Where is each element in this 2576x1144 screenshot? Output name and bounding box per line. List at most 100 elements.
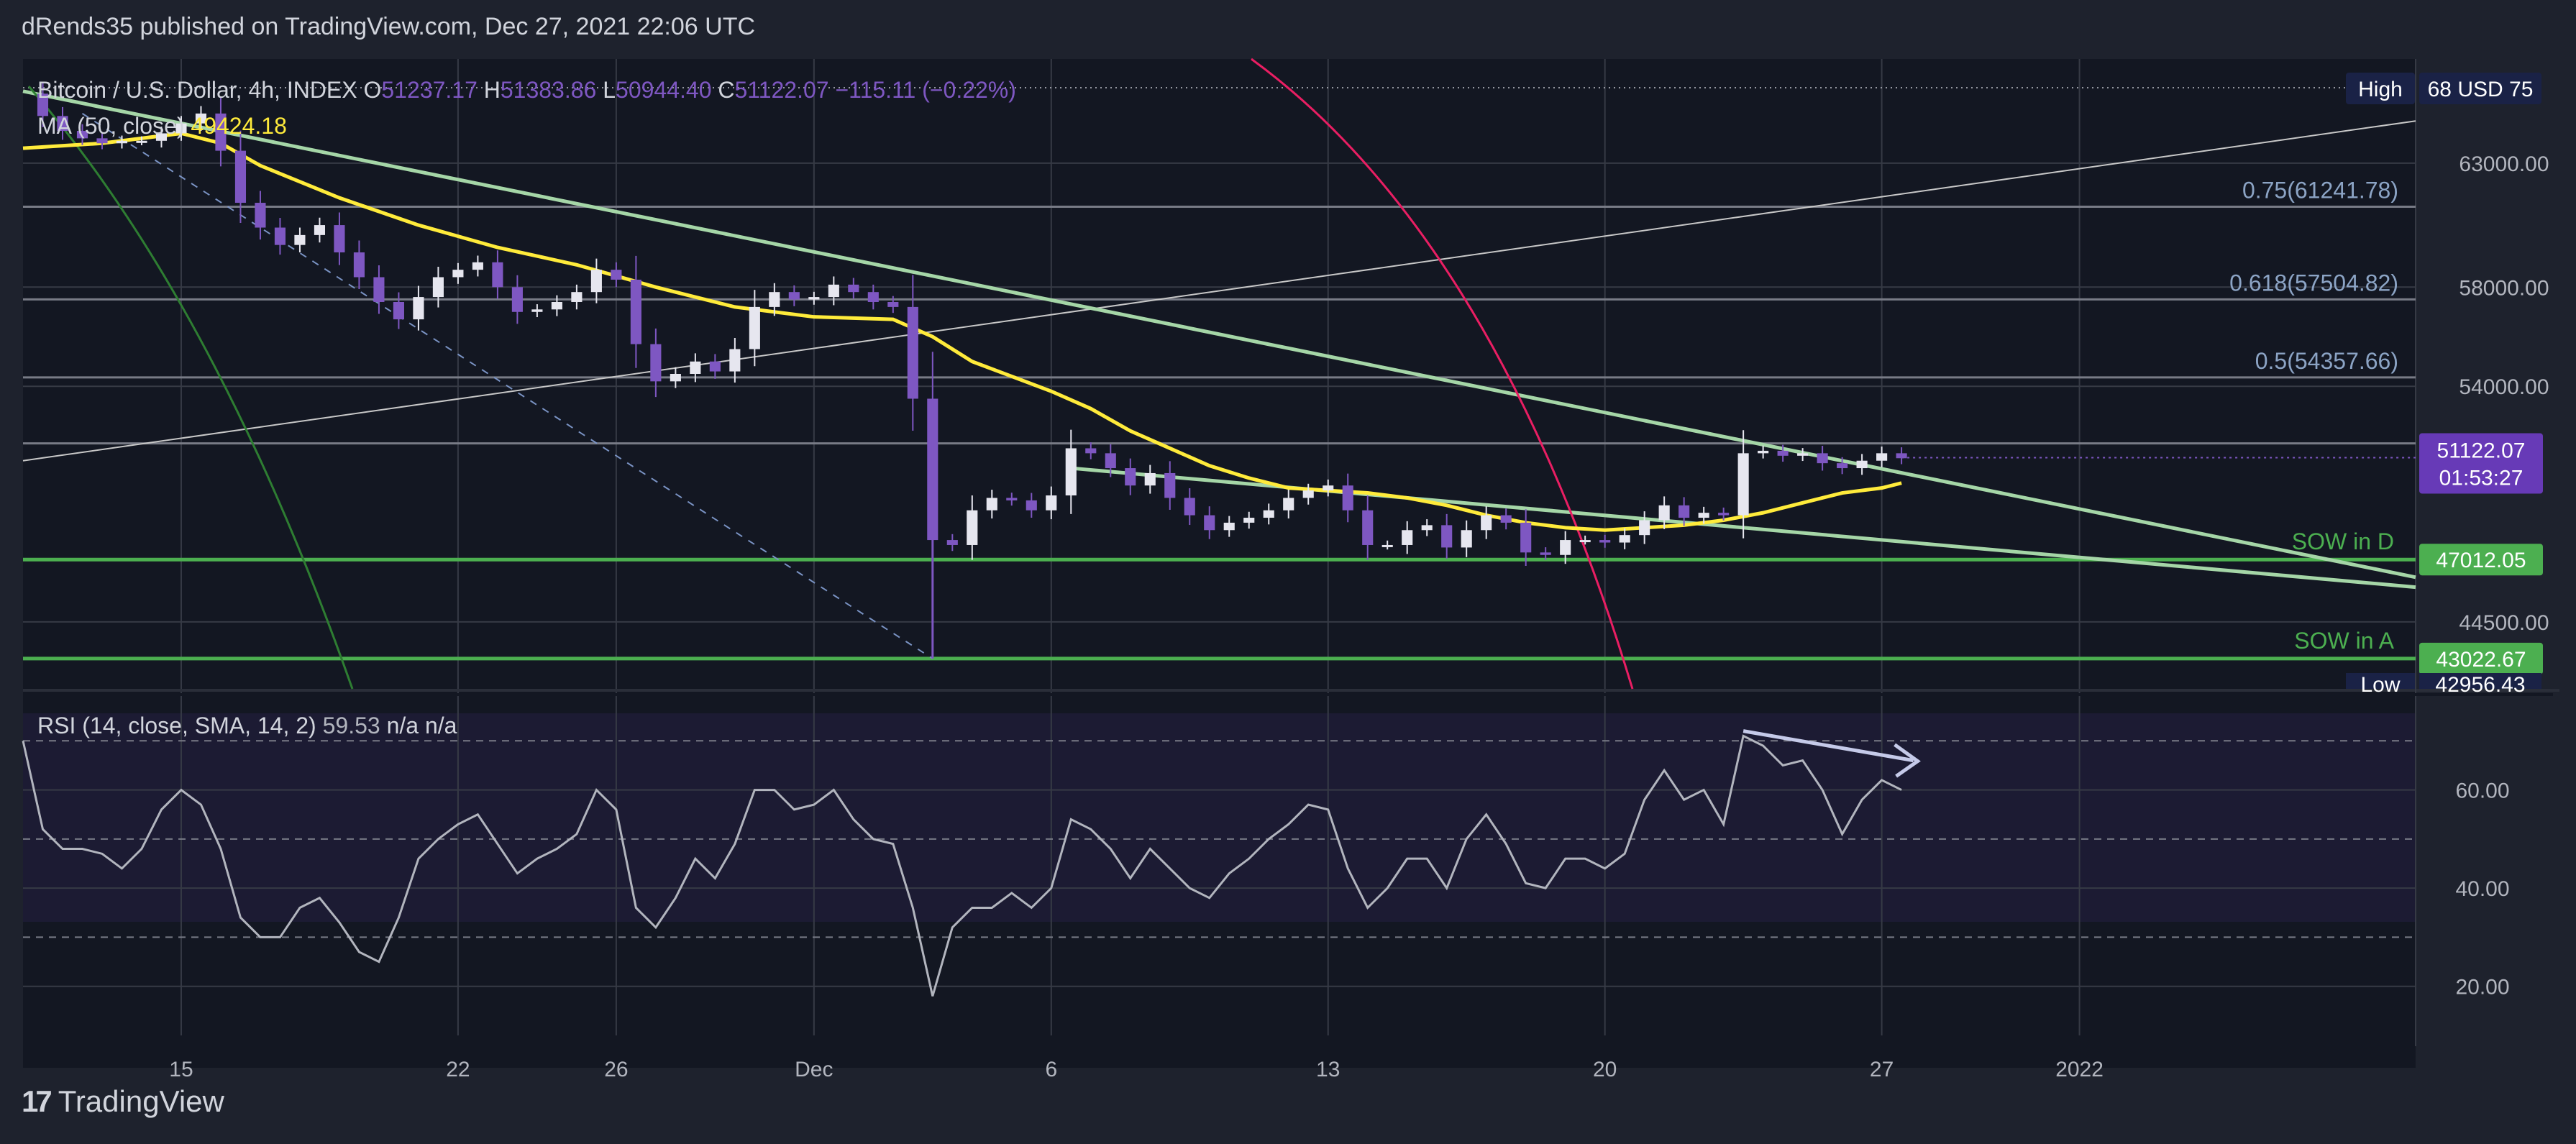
candle-body — [808, 297, 820, 300]
fib-level-label: 0.5(54357.66) — [2255, 348, 2398, 374]
candle-body — [1026, 500, 1037, 511]
divergence-arrow — [1743, 729, 1914, 763]
candle-body — [1006, 498, 1018, 500]
candle-body — [729, 349, 741, 372]
sow-level-label: SOW in D — [2292, 528, 2394, 554]
candle-body — [1046, 495, 1057, 511]
candle-body — [1876, 453, 1888, 461]
candle-body — [353, 252, 365, 278]
candle-body — [1302, 490, 1314, 498]
x-tick-label: 22 — [446, 1058, 470, 1081]
candle-body — [96, 138, 108, 144]
candle-body — [314, 225, 325, 235]
low-value-badge — [2419, 673, 2541, 689]
candle-body — [531, 309, 543, 312]
candle-body — [828, 284, 839, 298]
pink-arc — [1251, 58, 1634, 690]
ma-legend: MA (50, close) 49424.18 — [37, 113, 287, 139]
sow-price-badge-text: 47012.05 — [2436, 549, 2526, 572]
high-badge — [2346, 73, 2415, 104]
candle-body — [1441, 525, 1453, 548]
candle-body — [1283, 498, 1294, 511]
candle-body — [769, 292, 780, 307]
candle-body — [1500, 515, 1512, 523]
candle-body — [1658, 505, 1670, 521]
candle-body — [1223, 522, 1235, 531]
y-tick-label: 58000.00 — [2459, 276, 2549, 300]
dashed-trendline — [81, 113, 933, 659]
sow-price-badge — [2419, 642, 2543, 674]
levels — [23, 205, 2416, 661]
tradingview-footer[interactable]: 17 TradingView — [22, 1084, 224, 1119]
x-tick-label: 27 — [1870, 1058, 1894, 1081]
candle-body — [551, 301, 562, 310]
candle-body — [116, 140, 128, 144]
candle-body — [1204, 515, 1215, 531]
candle-body — [452, 270, 464, 278]
tradingview-logo-icon: 17 — [22, 1084, 52, 1118]
candle-body — [1323, 485, 1334, 491]
rsi-band-fill — [23, 713, 2416, 922]
x-tick-label: 2022 — [2055, 1058, 2104, 1081]
countdown-text: 01:53:27 — [2439, 466, 2524, 490]
candles — [37, 82, 1907, 659]
y-tick-label: 44500.00 — [2459, 611, 2549, 635]
candle-body — [1560, 540, 1571, 555]
candle-body — [413, 297, 424, 320]
candle-body — [590, 270, 602, 293]
candle-body — [1797, 453, 1809, 456]
candle-body — [1896, 453, 1907, 459]
candle-body — [1619, 535, 1630, 543]
candle-body — [887, 301, 899, 307]
axes: 15 22 26 Dec 6 13 20 27 2022 63000.00 58000.00 5400… — [169, 152, 2549, 1081]
candle-body — [1085, 448, 1097, 454]
last-price-badge — [2419, 433, 2543, 494]
candle-body — [1421, 525, 1433, 531]
low-badge — [2346, 673, 2415, 689]
candle-body — [334, 225, 345, 253]
candle-body — [670, 374, 681, 382]
candle-body — [1342, 485, 1353, 511]
candle-body — [195, 113, 207, 124]
x-tick-label: 6 — [1045, 1058, 1057, 1081]
candle-body — [611, 270, 622, 280]
candle-body — [511, 287, 523, 312]
candle-body — [1579, 540, 1591, 543]
candle-body — [1777, 450, 1789, 456]
candle-body — [1362, 510, 1374, 545]
candle-body — [848, 284, 859, 293]
candle-body — [373, 277, 385, 302]
candle-body — [76, 131, 88, 139]
publisher-header: dRends35 published on TradingView.com, D… — [22, 13, 756, 40]
candle-body — [294, 234, 306, 245]
candle-body — [1125, 468, 1136, 486]
rsi-line — [22, 734, 1902, 997]
low-badge-text: Low — [2360, 673, 2400, 697]
candle-body — [1243, 518, 1255, 523]
candle-body — [788, 292, 800, 300]
candle-body — [57, 116, 68, 132]
candle-body — [155, 133, 168, 141]
rsi-legend: RSI (14, close, SMA, 14, 2) 59.53 n/a n/… — [37, 713, 457, 738]
candle-body — [274, 227, 286, 245]
trendline — [22, 89, 2416, 580]
candle-body — [1837, 463, 1848, 469]
candle-body — [907, 306, 918, 399]
candle-body — [1758, 450, 1769, 454]
y-tick-label: 54000.00 — [2459, 375, 2549, 399]
candle-body — [690, 361, 701, 374]
candle-body — [234, 150, 247, 203]
candle-body — [432, 277, 444, 298]
candle-body — [1817, 453, 1828, 464]
candle-body — [1856, 460, 1868, 469]
last-price-text: 51122.07 — [2437, 439, 2526, 462]
candle-body — [867, 292, 879, 302]
candle-body — [1599, 540, 1611, 543]
x-tick-label: Dec — [795, 1058, 833, 1081]
rsi-tick-label: 20.00 — [2455, 976, 2509, 999]
high-value-badge — [2419, 73, 2541, 104]
candle-body — [1540, 552, 1551, 555]
candle-body — [1461, 530, 1472, 548]
candle-body — [1381, 544, 1393, 547]
